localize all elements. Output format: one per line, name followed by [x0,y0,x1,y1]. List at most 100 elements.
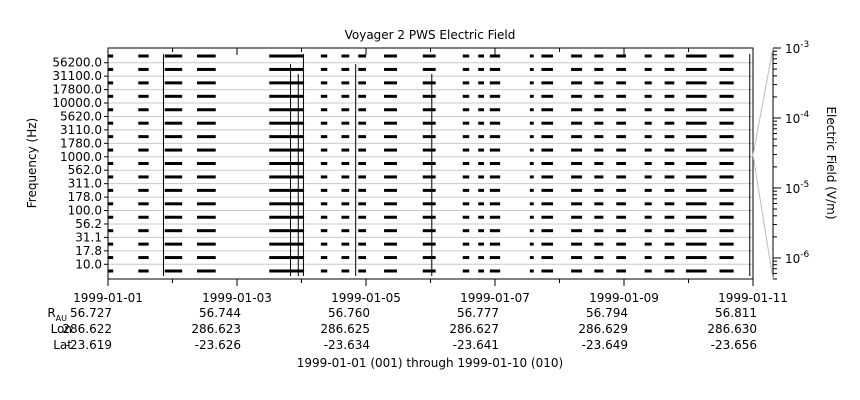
data-segment [197,108,216,112]
data-segment [108,202,114,206]
data-segment [719,135,734,139]
data-segment [541,229,554,233]
data-segment [664,162,675,165]
data-segment [320,162,328,165]
data-segment [269,121,305,125]
data-segment [594,121,604,125]
data-segment [462,188,470,192]
data-segment [197,175,216,179]
data-segment [197,269,216,273]
chart-title: Voyager 2 PWS Electric Field [345,28,516,42]
data-segment [108,215,114,219]
data-segment [462,81,470,85]
data-segment [664,215,675,219]
data-segment [384,54,397,58]
data-segment [358,175,366,179]
data-segment [541,54,554,58]
data-segment [384,188,397,192]
data-segment [384,121,397,125]
data-segment [719,188,734,192]
ephemeris-r-label: RAU [47,306,67,323]
ephemeris-lon-value: 286.627 [449,322,499,336]
data-segment [489,121,501,125]
data-segment [664,256,675,260]
data-segment [197,229,216,233]
data-segment [358,108,366,112]
data-segment [269,269,305,273]
data-segment [138,215,149,219]
data-segment [529,256,534,260]
y-tick-label: 1780.0 [60,136,102,150]
data-segment [138,121,149,125]
data-segment [358,54,366,58]
data-segment [685,256,707,260]
data-segment [594,135,604,139]
data-segment [594,54,604,58]
data-segment [462,135,470,139]
data-segment [478,148,485,152]
data-segment [422,202,436,206]
ephemeris-lat-value: -23.626 [195,338,241,352]
data-segment [644,175,652,179]
data-segment [571,121,583,125]
data-segment [594,242,604,246]
data-segment [644,108,652,112]
data-segment [422,269,436,273]
data-segment [685,242,707,246]
data-segment [358,269,366,273]
y-tick-label: 10000.0 [52,96,102,110]
data-segment [108,135,114,139]
data-segment [541,162,554,165]
x-tick-label: 1999-01-07 [460,291,530,305]
data-segment [108,229,114,233]
data-segment [594,175,604,179]
data-segment [422,121,436,125]
data-segment [616,242,626,246]
r-label-sub: AU [56,314,67,323]
data-segment [269,148,305,152]
data-segment [529,148,534,152]
data-segment [384,242,397,246]
data-segment [541,188,554,192]
data-segment [108,256,114,260]
data-segment [320,135,328,139]
data-segment [462,148,470,152]
data-segment [269,135,305,139]
data-segment [320,202,328,206]
ephemeris-lon-label: Lon [51,322,72,336]
data-segment [664,67,675,71]
data-segment [320,54,328,58]
data-segment [341,67,350,71]
data-segment [138,188,149,192]
data-segment [384,229,397,233]
data-segment [719,175,734,179]
data-segment [422,175,436,179]
y-tick-label: 100.0 [68,204,102,218]
data-segment [685,94,707,98]
data-segment [164,242,183,246]
data-segment [320,188,328,192]
data-segment [358,148,366,152]
data-segment [269,54,305,58]
data-segment [644,256,652,260]
data-segment [108,94,114,98]
data-segment [529,215,534,219]
data-segment [719,256,734,260]
data-segment [594,229,604,233]
data-segment [320,175,328,179]
data-segment [529,135,534,139]
data-segment [320,148,328,152]
y-tick-label: 311.0 [68,177,102,191]
data-segment [358,256,366,260]
data-segment [644,202,652,206]
colorbar-tick-label: 10-5 [785,180,809,196]
colorbar-tick-exponent: -3 [800,40,809,50]
data-segment [664,94,675,98]
data-segment [489,81,501,85]
data-segment [197,81,216,85]
data-segment [719,121,734,125]
data-segment [616,269,626,273]
data-segment [719,242,734,246]
data-segment [164,269,183,273]
data-segments [108,54,734,273]
